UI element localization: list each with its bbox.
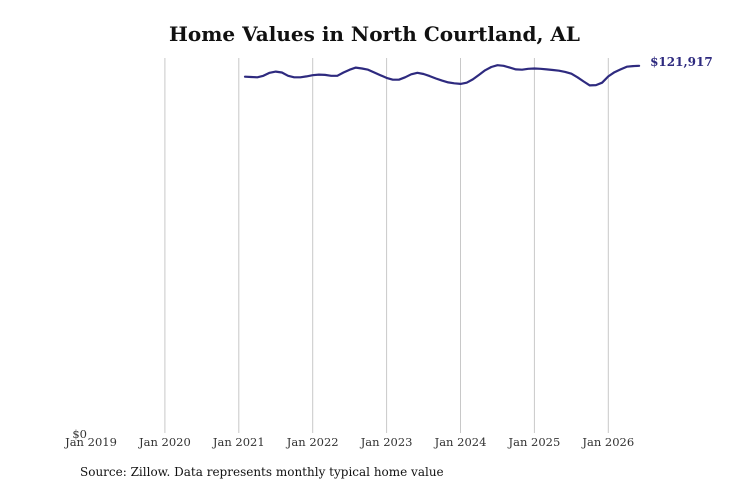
latest-value-label: $121,917 — [650, 55, 713, 69]
y-axis-ticks: $0 — [72, 427, 87, 441]
x-tick-label: Jan 2023 — [360, 435, 413, 449]
x-tick-label: Jan 2022 — [286, 435, 339, 449]
x-tick-label: Jan 2025 — [508, 435, 561, 449]
gridlines — [164, 58, 609, 433]
source-note: Source: Zillow. Data represents monthly … — [80, 465, 444, 479]
chart-title: Home Values in North Courtland, AL — [169, 22, 580, 46]
x-tick-label: Jan 2019 — [64, 435, 117, 449]
y-tick-label: $0 — [72, 427, 87, 441]
x-tick-label: Jan 2026 — [581, 435, 634, 449]
home-value-series-line — [243, 64, 641, 87]
x-tick-label: Jan 2020 — [138, 435, 191, 449]
x-tick-label: Jan 2024 — [434, 435, 487, 449]
x-axis-ticks: Jan 2019 Jan 2020 Jan 2021 Jan 2022 Jan 2023… — [64, 435, 634, 449]
x-tick-label: Jan 2021 — [212, 435, 265, 449]
